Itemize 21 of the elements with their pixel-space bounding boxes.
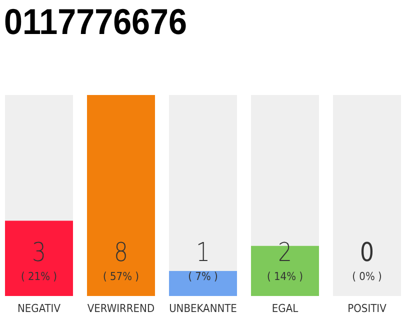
data-label: 1 (196, 238, 213, 268)
data-label: 3 (32, 238, 49, 268)
x-tick-label: UNBEKANNTE (169, 302, 237, 315)
x-tick-label: POSITIV (348, 302, 387, 315)
chart-title: 0117776676 (4, 1, 202, 42)
x-tick-label: VERWIRREND (87, 302, 155, 315)
bar (169, 270, 237, 296)
bar (5, 220, 73, 296)
x-tick-label: EGAL (272, 302, 299, 315)
bar (5, 95, 73, 221)
bar (87, 95, 155, 296)
annotation: ( 0% ) (352, 270, 382, 283)
annotation: ( 14% ) (266, 270, 304, 283)
x-tick-label: NEGATIV (18, 302, 61, 315)
annotation: ( 21% ) (20, 270, 58, 283)
annotation: ( 57% ) (102, 270, 140, 283)
annotation: 0 (360, 238, 375, 268)
annotation: ( 7% ) (188, 270, 218, 283)
data-label: 2 (278, 238, 295, 268)
bar (169, 95, 237, 271)
data-label: 8 (114, 238, 131, 268)
